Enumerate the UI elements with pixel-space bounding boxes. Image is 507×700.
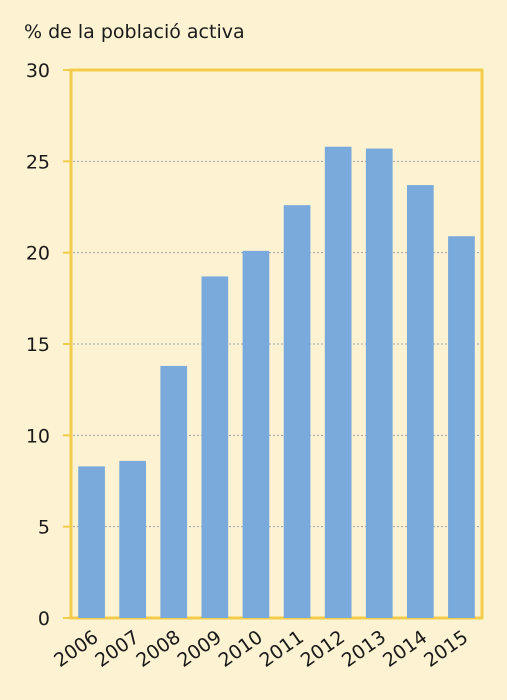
bar-2012 (324, 146, 352, 618)
x-tick-label: 2007 (91, 626, 143, 672)
x-tick-label: 2012 (297, 626, 349, 672)
y-tick-label: 25 (26, 151, 50, 173)
y-tick-label: 10 (26, 425, 50, 447)
y-tick-label: 20 (26, 243, 50, 265)
x-tick-label: 2009 (173, 626, 225, 672)
x-tick-label: 2008 (132, 626, 184, 672)
bar-2007 (119, 460, 147, 618)
x-tick-label: 2006 (50, 626, 102, 672)
x-tick-label: 2011 (256, 626, 308, 672)
x-tick-label: 2014 (379, 626, 431, 672)
bar-2008 (160, 365, 188, 618)
x-tick-label: 2010 (215, 626, 267, 672)
y-axis-title: % de la població activa (24, 21, 245, 43)
bar-2006 (78, 466, 105, 618)
x-tick-label: 2015 (420, 626, 472, 672)
bar-2010 (242, 250, 270, 618)
y-tick-label: 30 (26, 60, 50, 82)
x-tick-label: 2013 (338, 626, 390, 672)
y-axis-ticks: 0 5 10 15 20 25 30 (26, 60, 71, 630)
y-tick-label: 5 (38, 517, 50, 539)
bar-2015 (448, 236, 475, 618)
y-tick-label: 15 (26, 334, 50, 356)
bar-2011 (283, 205, 311, 618)
bar-2013 (365, 148, 393, 618)
bars (78, 146, 475, 618)
bar-2009 (201, 276, 229, 618)
y-tick-label: 0 (38, 608, 50, 630)
bar-2014 (406, 185, 434, 618)
